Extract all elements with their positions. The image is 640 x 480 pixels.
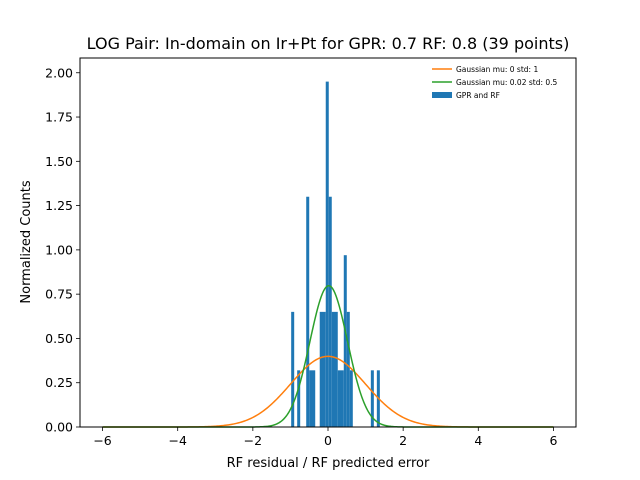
histogram-bar — [306, 196, 310, 427]
y-axis-label: Normalized Counts — [19, 180, 34, 303]
y-tick-label: 1.50 — [45, 154, 73, 169]
x-tick-label: 4 — [474, 433, 482, 448]
y-axis: 0.00 0.25 0.50 0.75 1.00 1.25 1.50 1.75 2.00 — [45, 65, 80, 435]
x-axis: −6 −4 −2 0 2 4 6 — [93, 427, 557, 448]
histogram-bar — [331, 311, 338, 427]
legend-entry-label: Gaussian mu: 0.02 std: 0.5 — [456, 78, 558, 87]
histogram-bar — [325, 81, 329, 428]
histogram-bar — [291, 311, 295, 427]
legend-bar-swatch — [432, 92, 452, 98]
y-tick-label: 0.50 — [45, 331, 73, 346]
y-tick-label: 0.75 — [45, 287, 73, 302]
histogram-bar — [328, 196, 332, 427]
histogram-bars — [291, 81, 380, 428]
histogram-bar — [343, 255, 347, 427]
x-tick-label: 0 — [324, 433, 332, 448]
plot-area — [79, 57, 577, 428]
histogram-bar — [370, 370, 374, 427]
y-tick-label: 2.00 — [45, 65, 73, 80]
legend-entry-label: Gaussian mu: 0 std: 1 — [456, 65, 538, 74]
histogram-bar — [346, 311, 350, 427]
y-tick-label: 1.75 — [45, 110, 73, 125]
x-axis-label: RF residual / RF predicted error — [227, 456, 430, 471]
histogram-bar — [349, 370, 353, 427]
histogram-bar — [309, 370, 316, 427]
histogram-bar — [297, 370, 301, 427]
x-tick-label: −4 — [168, 433, 186, 448]
y-tick-label: 1.00 — [45, 242, 73, 257]
histogram-bar — [319, 311, 326, 427]
legend-entry-label: GPR and RF — [456, 91, 500, 100]
x-tick-label: −2 — [244, 433, 262, 448]
y-tick-label: 0.00 — [45, 420, 73, 435]
x-tick-label: 6 — [549, 433, 557, 448]
y-tick-label: 1.25 — [45, 198, 73, 213]
chart-title: LOG Pair: In-domain on Ir+Pt for GPR: 0.… — [87, 34, 570, 53]
legend: Gaussian mu: 0 std: 1 Gaussian mu: 0.02 s… — [432, 65, 558, 100]
x-tick-label: −6 — [93, 433, 111, 448]
x-tick-label: 2 — [399, 433, 407, 448]
y-tick-label: 0.25 — [45, 375, 73, 390]
histogram-bar — [337, 370, 344, 427]
